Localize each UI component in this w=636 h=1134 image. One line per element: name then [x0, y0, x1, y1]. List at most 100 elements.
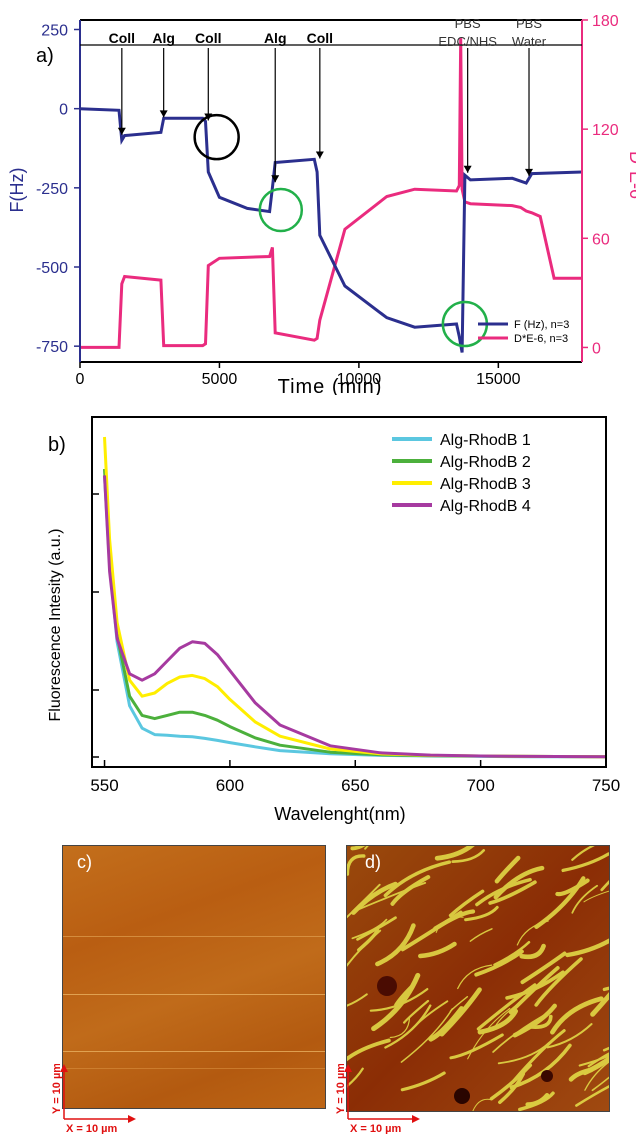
- afm-fibrous-texture: [347, 846, 609, 1111]
- panel-a-y-right-label: D*E-6: [626, 151, 636, 199]
- scale-y-c: Y = 10 µm: [51, 1064, 63, 1114]
- event-arrowhead: [463, 165, 472, 173]
- afm-fiber: [520, 951, 567, 985]
- afm-fiber: [347, 993, 368, 1007]
- afm-fiber: [400, 1071, 446, 1092]
- afm-image-d: d): [346, 845, 610, 1112]
- event-arrowhead: [315, 151, 324, 159]
- afm-image-c: c): [62, 845, 326, 1109]
- series-line-4: [103, 475, 607, 759]
- event-annotation: EDC/NHS: [438, 34, 497, 49]
- afm-fiber: [476, 983, 537, 1031]
- afm-fiber: [469, 928, 493, 942]
- series-line-2: [103, 468, 607, 759]
- x-tick-label: 10000: [337, 371, 382, 388]
- legend-label-2: Alg-RhodB 2: [440, 454, 531, 471]
- afm-fiber: [400, 1008, 454, 1063]
- series-line-1: [103, 475, 606, 759]
- afm-fiber: [493, 940, 531, 966]
- scale-bar-c: Y = 10 µm X = 10 µm: [51, 1064, 136, 1134]
- afm-fiber: [591, 1076, 609, 1092]
- legend-label-frequency: F (Hz), n=3: [514, 319, 569, 331]
- afm-fiber: [467, 1007, 511, 1060]
- afm-scan-line: [63, 936, 325, 937]
- afm-fiber: [518, 1091, 555, 1111]
- afm-fiber: [464, 905, 499, 922]
- y-left-tick-label: -750: [36, 339, 68, 356]
- afm-fiber: [600, 879, 609, 892]
- afm-fiber: [571, 884, 598, 914]
- y-right-tick-label: 60: [592, 231, 610, 248]
- afm-fiber: [546, 1023, 593, 1049]
- x-tick-label: 0: [76, 371, 85, 388]
- afm-fiber: [428, 1006, 464, 1042]
- y-right-tick-label: 0: [592, 340, 601, 357]
- event-annotation: PBS: [455, 16, 481, 31]
- x-tick-label: 700: [466, 776, 494, 795]
- legend-label-1: Alg-RhodB 1: [440, 432, 531, 449]
- event-arrowhead: [525, 168, 534, 176]
- afm-fiber: [418, 941, 457, 959]
- afm-fiber: [403, 999, 430, 1024]
- panel-a-y-left-label: F(Hz): [7, 168, 27, 213]
- afm-fiber: [347, 929, 382, 967]
- y-right-tick-label: 120: [592, 122, 619, 139]
- panel-d-label: d): [365, 852, 382, 872]
- afm-fiber: [356, 916, 397, 941]
- x-tick-label: 600: [216, 776, 244, 795]
- event-annotation: Coll: [307, 30, 333, 46]
- afm-fiber: [351, 881, 398, 915]
- panel-c-label: c): [77, 852, 92, 872]
- afm-fiber: [550, 996, 604, 1035]
- x-tick-label: 5000: [202, 371, 238, 388]
- event-arrowhead: [117, 127, 126, 135]
- afm-fiber: [602, 1046, 609, 1052]
- afm-fiber: [528, 1014, 553, 1029]
- panel-b-y-label: Fluorescence Intesity (a.u.): [47, 529, 64, 722]
- afm-fiber: [383, 860, 452, 898]
- panel-b-label: b): [48, 434, 66, 456]
- afm-fiber: [357, 882, 427, 911]
- panel-b-x-label: Wavelenght(nm): [274, 804, 405, 824]
- afm-fiber: [347, 883, 381, 919]
- afm-fiber: [449, 996, 469, 1013]
- afm-fiber: [347, 1038, 391, 1062]
- event-arrowhead: [159, 110, 168, 118]
- afm-fiber: [512, 1003, 557, 1038]
- afm-fiber: [575, 1084, 609, 1107]
- afm-fiber: [347, 854, 366, 876]
- afm-fiber: [477, 1008, 518, 1035]
- afm-fiber: [568, 1067, 594, 1082]
- y-left-tick-label: -500: [36, 260, 68, 277]
- afm-fiber: [534, 957, 583, 1007]
- afm-fiber: [474, 949, 524, 977]
- afm-fiber: [451, 849, 486, 863]
- legend-label-3: Alg-RhodB 3: [440, 476, 531, 493]
- afm-fiber: [505, 970, 565, 1000]
- scale-x-d: X = 10 µm: [350, 1123, 402, 1134]
- afm-fiber: [583, 890, 609, 903]
- afm-fiber: [400, 910, 463, 952]
- afm-fiber: [561, 852, 609, 873]
- afm-fiber: [590, 991, 609, 1017]
- afm-fiber: [571, 846, 595, 861]
- x-tick-label: 750: [592, 776, 620, 795]
- legend-label-4: Alg-RhodB 4: [440, 498, 531, 515]
- afm-fiber: [578, 1054, 609, 1067]
- afm-fiber: [394, 981, 417, 1007]
- scale-bar-d: Y = 10 µm X = 10 µm: [335, 1064, 420, 1134]
- afm-scan-line: [63, 994, 325, 995]
- scale-y-d: Y = 10 µm: [335, 1064, 347, 1114]
- legend-label-dissipation: D*E-6, n=3: [514, 333, 568, 345]
- afm-fiber: [497, 1041, 551, 1065]
- afm-fiber: [350, 846, 366, 851]
- afm-fiber: [434, 846, 475, 861]
- y-right-tick-label: 180: [592, 13, 619, 30]
- y-left-tick-label: -250: [36, 181, 68, 198]
- afm-fiber: [347, 1067, 364, 1088]
- afm-scan-line: [63, 1068, 325, 1069]
- afm-fiber: [448, 889, 485, 918]
- afm-fiber: [375, 923, 416, 967]
- x-tick-label: 650: [341, 776, 369, 795]
- x-tick-label: 15000: [476, 371, 521, 388]
